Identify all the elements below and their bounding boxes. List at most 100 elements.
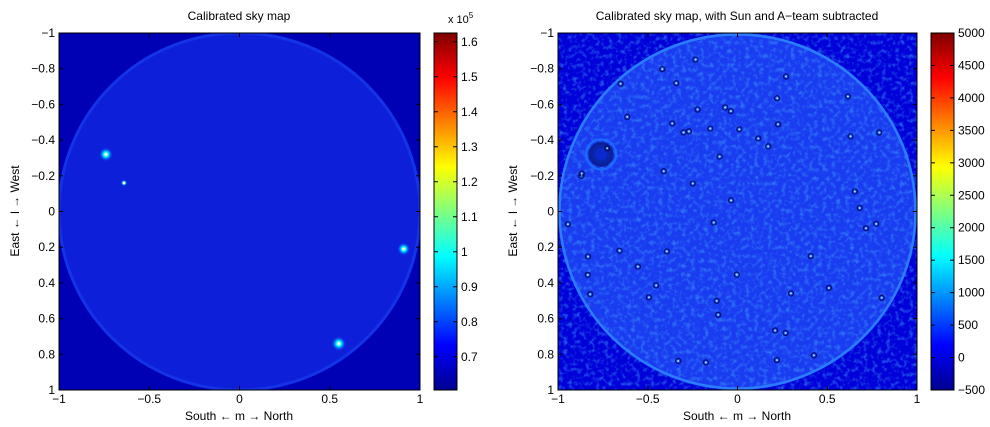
faint-source-ring [774, 121, 782, 128]
faint-source-ring [584, 253, 592, 260]
right-title: Calibrated sky map, with Sun and A−team … [596, 9, 879, 23]
faint-source-ring [765, 143, 772, 150]
left-source-core [104, 152, 108, 156]
left-panel: Calibrated sky map −1 −0.8 −0.6 −0.4 −0.2 0 0.… [8, 9, 478, 423]
faint-source-ring [722, 104, 729, 111]
left-y-axis: −1 −0.8 −0.6 −0.4 −0.2 0 0.2 0.4 0.6 0.8 1 [31, 26, 420, 397]
left-colorbar-multiplier: x 105 [448, 11, 474, 26]
left-x-tick-label: 0.5 [321, 392, 338, 406]
faint-source-core [662, 170, 665, 173]
faint-source-ring [844, 93, 852, 100]
faint-source-ring [689, 180, 696, 187]
left-title: Calibrated sky map [188, 9, 291, 23]
right-colorbar-tick-label: 3500 [958, 123, 985, 137]
faint-source-core [665, 250, 668, 253]
faint-source-ring [584, 271, 591, 278]
right-sky-texture [558, 33, 917, 390]
faint-source-core [757, 137, 760, 140]
faint-source-ring [727, 107, 734, 115]
faint-source-ring [807, 252, 814, 260]
right-subtracted-source [585, 138, 618, 171]
faint-source-ring [710, 219, 717, 226]
faint-source-ring [663, 248, 670, 255]
faint-source-core [846, 95, 849, 98]
left-x-label: South ← m → North [185, 409, 293, 423]
faint-source-core [812, 354, 815, 357]
faint-source-core [636, 265, 639, 268]
right-x-tick-label: −1 [551, 392, 565, 406]
left-colorbar-tick-label: 1.3 [461, 140, 478, 154]
faint-source-ring [587, 291, 594, 298]
left-x-axis: −1 −0.5 0 0.5 1 [52, 33, 424, 406]
faint-source-core [712, 221, 715, 224]
faint-source-core [735, 273, 738, 276]
faint-source-core [682, 131, 685, 134]
right-y-tick-label: 0.4 [537, 276, 554, 290]
left-source-core [402, 247, 406, 251]
faint-source-core [724, 106, 727, 109]
faint-source-ring [660, 168, 667, 175]
faint-source-ring [578, 170, 585, 177]
faint-source-ring [878, 294, 885, 301]
faint-source-ring [873, 220, 880, 227]
left-x-tick-label: −1 [52, 392, 66, 406]
right-colorbar-tick-label: 1500 [958, 253, 985, 267]
left-colorbar-tick-label: 1 [461, 245, 468, 259]
faint-source-core [661, 68, 664, 71]
faint-source-core [687, 130, 690, 133]
right-colorbar [930, 32, 955, 391]
right-colorbar-tick-label: 5000 [958, 26, 985, 40]
residual-core [595, 148, 608, 161]
right-colorbar-axis: −500 0 500 1000 1500 2000 2500 3000 3500 4000 4500… [931, 26, 985, 397]
faint-source-core [671, 122, 674, 125]
faint-source-ring [564, 221, 571, 228]
left-colorbar-tick-label: 0.9 [461, 280, 478, 294]
left-colorbar [433, 32, 458, 391]
right-y-tick-label: −0.4 [530, 133, 554, 147]
faint-source-ring [645, 294, 653, 301]
faint-source-core [785, 75, 788, 78]
faint-source-core [696, 108, 699, 111]
right-x-tick-label: −0.5 [636, 392, 660, 406]
left-source-core [337, 342, 341, 345]
left-x-tick-label: 0 [236, 392, 243, 406]
left-source-core [122, 181, 126, 185]
left-sky-disk [59, 33, 420, 390]
right-colorbar-tick-label: −500 [958, 383, 985, 397]
faint-source-ring [673, 80, 680, 87]
faint-source-ring [716, 153, 723, 160]
faint-source-ring [825, 284, 832, 292]
left-colorbar-tick-label: 1.6 [461, 35, 478, 49]
left-sources [98, 147, 411, 351]
faint-source-core [606, 147, 609, 150]
faint-source-ring [755, 135, 762, 142]
left-y-tick-label: 0.8 [38, 347, 55, 361]
left-y-tick-label: −0.8 [31, 62, 55, 76]
faint-source-core [580, 172, 583, 175]
faint-source-core [587, 255, 590, 258]
right-x-tick-label: 1 [914, 392, 921, 406]
faint-source-ring [847, 133, 854, 140]
faint-source-ring [787, 290, 795, 297]
faint-source-ring [727, 197, 735, 204]
left-y-tick-label: −0.4 [31, 133, 55, 147]
faint-source-core [626, 115, 629, 118]
right-x-tick-label: 0 [734, 392, 741, 406]
faint-source-ring [736, 126, 743, 133]
faint-source-core [675, 82, 678, 85]
right-colorbar-tick-label: 3000 [958, 156, 985, 170]
right-colorbar-tick-label: 4000 [958, 91, 985, 105]
left-y-tick-label: −1 [41, 26, 55, 40]
right-panel: Calibrated sky map, with Sun and A−team … [506, 9, 985, 423]
faint-source-core [619, 82, 622, 85]
faint-source-core [864, 227, 867, 230]
faint-source-ring [653, 282, 660, 289]
left-colorbar-tick-label: 0.8 [461, 315, 478, 329]
left-x-tick-label: −0.5 [137, 392, 161, 406]
faint-source-core [718, 155, 721, 158]
faint-source-ring [733, 271, 740, 278]
right-y-tick-label: −0.6 [530, 97, 554, 111]
faint-source-core [827, 286, 830, 289]
faint-source-ring [692, 56, 699, 63]
